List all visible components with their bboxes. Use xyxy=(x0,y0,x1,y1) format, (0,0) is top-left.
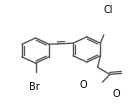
Text: O: O xyxy=(112,89,120,99)
Text: O: O xyxy=(79,80,87,90)
Text: Cl: Cl xyxy=(103,5,113,15)
Text: Br: Br xyxy=(29,82,40,92)
